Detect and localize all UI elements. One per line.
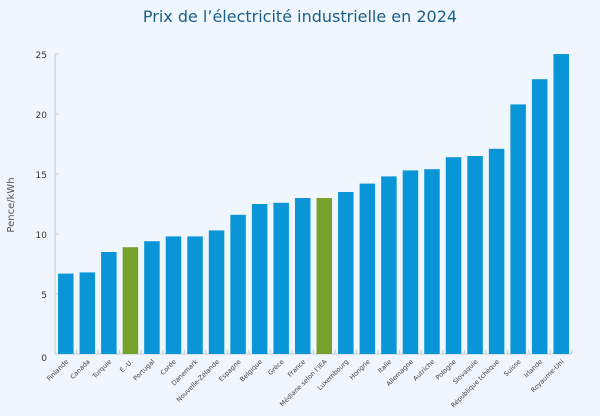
bar (510, 104, 526, 355)
bar (187, 236, 203, 354)
bar (338, 192, 354, 354)
bar (79, 272, 96, 354)
x-tick-label: Turquie (90, 358, 113, 381)
bar (359, 183, 376, 354)
bar (122, 247, 139, 354)
bar (467, 156, 483, 354)
x-tick-label: Corée (159, 358, 178, 377)
bar (58, 273, 74, 354)
x-tick-label: Grèce (266, 358, 285, 377)
y-tick-label: 15 (36, 171, 47, 181)
bar (488, 148, 505, 354)
bar (251, 204, 268, 354)
x-tick-label: Autriche (411, 358, 436, 383)
x-tick-label: Suisse (502, 358, 522, 378)
bar (208, 230, 225, 354)
x-tick-label: Belgique (238, 358, 264, 384)
y-axis-label: Pence/kWh (6, 177, 17, 232)
bar (424, 169, 440, 354)
y-tick-label: 10 (36, 231, 48, 241)
x-tick-label: Finlande (45, 358, 70, 383)
bar (531, 79, 548, 354)
bar (316, 198, 333, 354)
y-tick-label: 20 (36, 111, 48, 121)
x-tick-label: Portugal (132, 358, 157, 383)
bar (553, 54, 569, 354)
chart-title: Prix de l’électricité industrielle en 20… (143, 7, 457, 26)
bar (273, 202, 289, 354)
x-tick-label: Canada (69, 358, 92, 381)
y-tick-label: 0 (41, 354, 47, 364)
bar (144, 241, 160, 354)
bar (165, 236, 182, 354)
bar (294, 198, 311, 354)
y-tick-label: 25 (36, 51, 47, 61)
bars (58, 54, 569, 355)
bar (402, 170, 419, 354)
bar (381, 176, 397, 354)
bar (230, 214, 246, 354)
y-tick-label: 5 (41, 291, 47, 301)
x-tick-label: Italie (376, 358, 393, 375)
x-tick-label: Hongrie (348, 358, 372, 382)
bar (101, 252, 117, 354)
bar (445, 157, 462, 354)
x-tick-label: É.-U. (118, 357, 135, 374)
